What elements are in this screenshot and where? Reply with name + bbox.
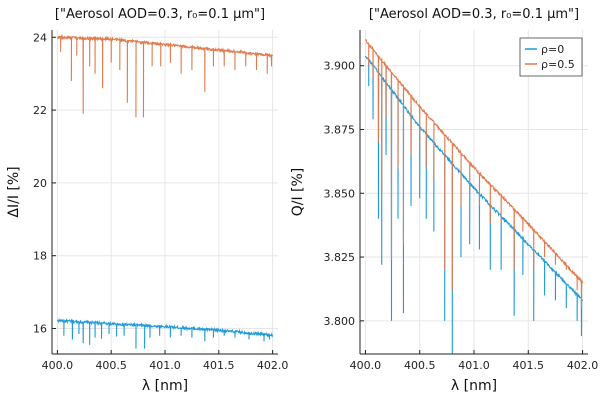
- y-tick-label: 3.800: [324, 315, 356, 328]
- x-tick-label: 401.0: [458, 359, 490, 372]
- x-tick-label: 400.5: [404, 359, 436, 372]
- y-tick-label: 20: [33, 177, 47, 190]
- chart-title: ["Aerosol AOD=0.3, r₀=0.1 μm"]: [55, 7, 265, 22]
- y-axis-label: Q/I [%]: [290, 168, 306, 217]
- y-tick-label: 3.825: [324, 251, 356, 264]
- x-tick-label: 401.5: [513, 359, 545, 372]
- x-tick-label: 400.0: [350, 359, 382, 372]
- y-tick-label: 3.900: [324, 60, 356, 73]
- series-line-2: [56, 34, 274, 118]
- legend-box: [519, 37, 583, 77]
- y-tick-label: 3.850: [324, 187, 356, 200]
- y-tick-label: 18: [33, 250, 47, 263]
- x-tick-label: 401.5: [203, 359, 235, 372]
- y-tick-label: 22: [33, 104, 47, 117]
- x-axis-label: λ [nm]: [451, 378, 497, 394]
- y-axis-label: ΔI/I [%]: [6, 166, 22, 217]
- chart-panel-1: 400.0 400.5 401.0 401.5 402.0 16 18 20 22 24 ["Aer…: [6, 7, 288, 394]
- series-line-1: [364, 55, 584, 354]
- y-tick-label: 3.875: [324, 123, 356, 136]
- x-tick-label: 402.0: [257, 359, 289, 372]
- x-tick-label: 402.0: [567, 359, 599, 372]
- x-tick-label: 401.0: [149, 359, 181, 372]
- chart-panel-2: 400.0 400.5 401.0 401.5 402.0 3.800 3.825 3.850…: [290, 7, 598, 394]
- series-line-2: [364, 39, 584, 309]
- legend-label: ρ=0.5: [541, 58, 575, 71]
- x-axis-label: λ [nm]: [142, 378, 188, 394]
- legend-label: ρ=0: [541, 43, 564, 56]
- chart-title: ["Aerosol AOD=0.3, r₀=0.1 μm"]: [369, 7, 579, 22]
- x-tick-label: 400.5: [95, 359, 127, 372]
- y-tick-label: 16: [33, 323, 47, 336]
- y-tick-label: 24: [33, 31, 47, 44]
- x-tick-label: 400.0: [42, 359, 74, 372]
- series-line-1: [56, 317, 274, 349]
